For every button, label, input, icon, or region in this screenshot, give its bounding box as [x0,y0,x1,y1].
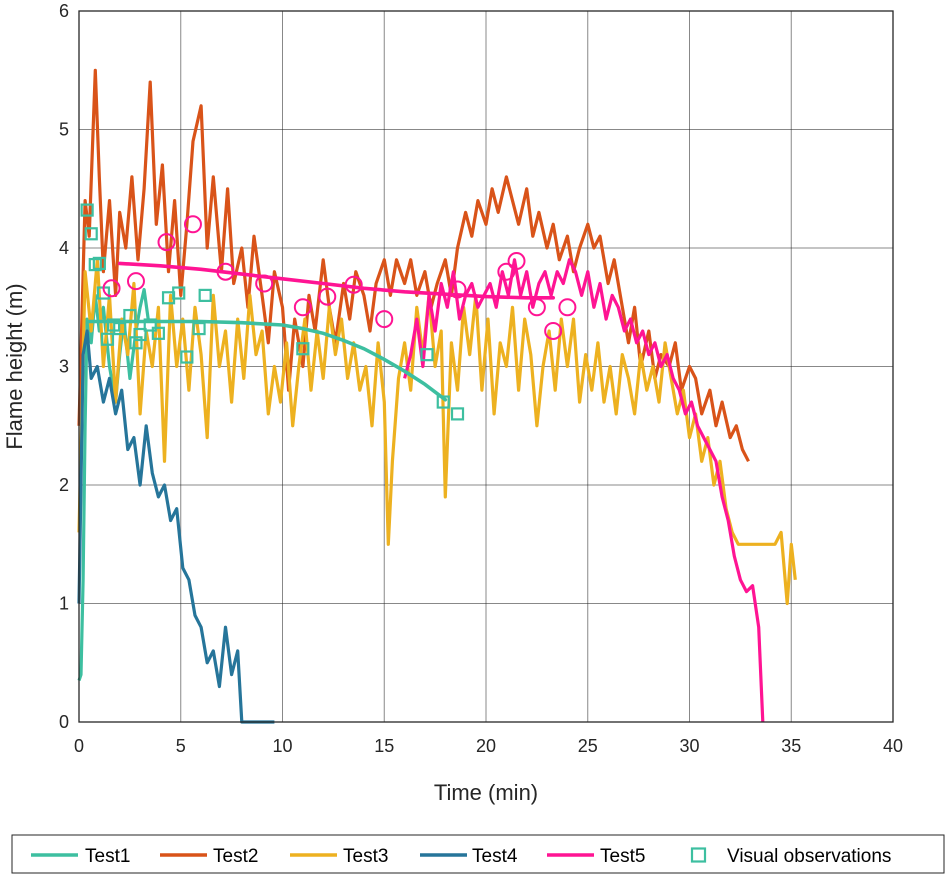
series-line-test4 [77,329,275,724]
visual-observation-marker [88,257,102,272]
y-tick-label: 1 [59,594,69,614]
legend-label-test4: Test4 [472,846,518,867]
test5-observation-marker [183,215,202,234]
y-tick-label: 2 [59,475,69,495]
test5-observation-marker [255,274,274,293]
visual-observation-marker [84,227,98,241]
test5-observation-marker [318,287,337,306]
visual-observation-marker [92,256,106,271]
y-tick-label: 3 [59,357,69,377]
test5-observation-marker [344,275,363,294]
x-tick-label: 5 [176,736,186,756]
legend-label-test3: Test3 [343,846,388,867]
y-tick-label: 0 [59,712,69,732]
y-tick-label: 4 [59,238,69,258]
series-layer [77,68,797,724]
legend-label-visual-observations: Visual observations [727,846,891,867]
test5-observation-marker [448,280,467,299]
visual-observation-marker [129,336,143,350]
fit-curve-1 [87,319,448,402]
visual-observation-marker [180,350,194,364]
x-tick-label: 40 [883,736,903,756]
test5-observation-marker [293,298,312,317]
legend-label-test5: Test5 [600,846,645,867]
y-axis-title: Flame height (m) [2,283,27,449]
plot-frame [78,10,894,723]
visual-observation-marker [123,308,137,323]
legend: Test1 Test2 Test3 Test4 Test5 Visual observat… [11,834,945,874]
legend-label-test1: Test1 [85,846,130,867]
visual-observation-marker [436,395,450,409]
x-tick-label: 30 [679,736,699,756]
x-tick-label: 0 [74,736,84,756]
visual-observation-marker [143,318,157,332]
x-tick-label: 15 [374,736,394,756]
visual-observation-marker [198,288,212,302]
test5-observation-marker [544,321,563,340]
visual-observation-marker [420,348,434,362]
visual-observation-marker [151,326,165,340]
visual-observation-marker [296,342,310,356]
test5-observation-marker [507,252,526,271]
visual-observation-marker [172,286,186,300]
series-line-test3 [77,258,797,606]
legend-marker-visual-observations [690,847,707,863]
test5-observation-marker [126,272,145,291]
visual-observation-marker [100,332,115,346]
legend-label-test2: Test2 [213,846,258,867]
test5-observation-marker [102,279,121,298]
test5-observation-marker [375,310,394,329]
x-axis-title: Time (min) [434,780,538,805]
markers-layer [80,203,577,421]
x-tick-label: 10 [272,736,292,756]
fit-curve-2 [117,261,555,300]
y-tick-labels: 0 1 2 3 4 5 6 [59,1,69,732]
visual-observation-marker [80,203,94,217]
x-tick-label: 35 [781,736,801,756]
y-tick-label: 6 [59,1,69,21]
series-line-test5 [403,258,765,723]
x-tick-label: 25 [578,736,598,756]
x-tick-label: 20 [476,736,496,756]
test5-observation-marker [216,262,235,281]
visual-observation-marker [450,407,465,421]
visual-observation-marker [113,321,127,336]
series-line-test2 [77,68,750,463]
visual-observation-marker [192,321,206,336]
test5-observation-marker [527,298,546,317]
test5-observation-marker [157,233,176,252]
test5-observation-marker [497,262,516,281]
test5-observation-marker [558,298,577,317]
x-tick-labels: 0 5 10 15 20 25 30 35 40 [74,736,903,756]
y-tick-label: 5 [59,120,69,140]
visual-observation-marker [133,327,147,342]
